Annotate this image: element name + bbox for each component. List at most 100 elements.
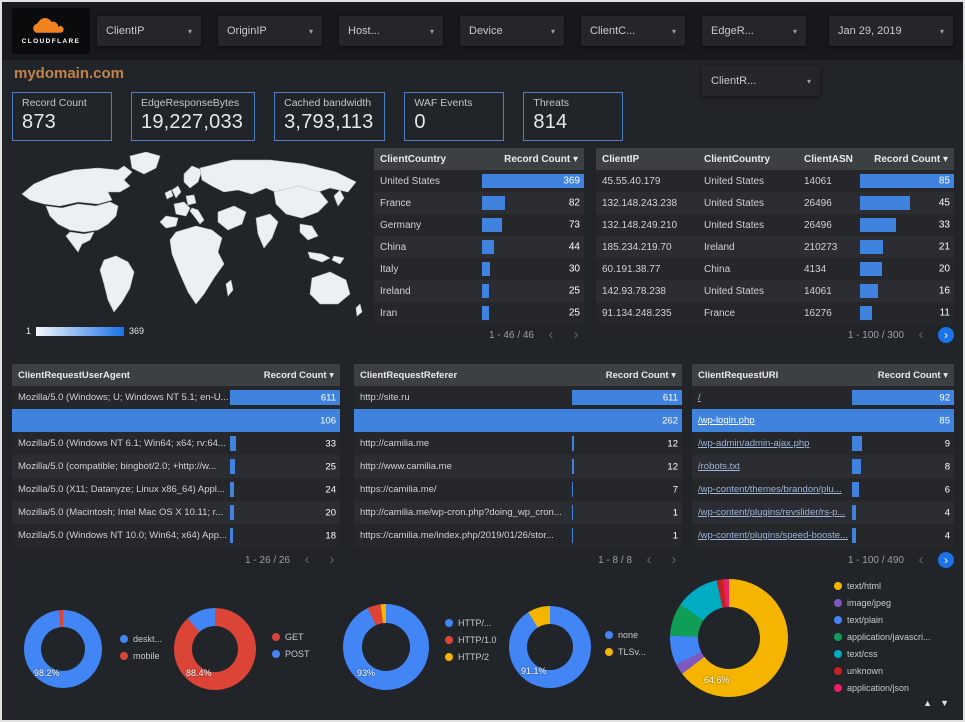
table-row[interactable]: Mozilla/5.0 (Windows NT 6.1; Win64; x64;… (12, 432, 340, 455)
filter-edger[interactable]: EdgeR... ▾ (702, 16, 806, 46)
pagination-prev-icon[interactable]: ‹ (304, 551, 310, 568)
donut-ring[interactable] (24, 610, 102, 688)
legend-item[interactable]: deskt... (120, 634, 162, 644)
table-row[interactable]: Ireland 25 (374, 280, 584, 302)
pagination-prev-icon[interactable]: ‹ (646, 551, 652, 568)
pagination-next-icon[interactable]: › (329, 551, 335, 568)
value-bar (852, 528, 857, 543)
table-cell: 262 (572, 409, 682, 432)
legend-dot-icon (445, 653, 453, 661)
column-header[interactable]: ClientASN (804, 153, 853, 165)
pagination-prev-icon[interactable]: ‹ (918, 551, 924, 568)
down-arrow-icon[interactable]: ▼ (940, 698, 949, 708)
filter-clientrequest[interactable]: ClientR... ▾ (702, 66, 820, 96)
table-row[interactable]: 91.134.248.235 France 16276 11 (596, 302, 954, 324)
legend-item[interactable]: application/javascri... (834, 632, 931, 642)
world-map[interactable] (12, 148, 364, 348)
filter-host[interactable]: Host... ▾ (339, 16, 443, 46)
donut-ring[interactable] (509, 606, 591, 688)
filter-originip[interactable]: OriginIP ▾ (218, 16, 322, 46)
table-row[interactable]: /wp-content/themes/brandon/plu... 6 (692, 478, 954, 501)
donut-ring[interactable] (670, 579, 788, 697)
table-row[interactable]: Italy 30 (374, 258, 584, 280)
column-header[interactable]: ClientCountry (380, 153, 447, 165)
table-row[interactable]: /wp-content/plugins/revslider/rs-p... 4 (692, 501, 954, 524)
column-header[interactable]: ClientRequestReferer (360, 369, 458, 381)
table-row[interactable]: France 82 (374, 192, 584, 214)
table-row[interactable]: Mozilla/5.0 (Windows NT 10.0; Win64; x64… (12, 524, 340, 547)
up-arrow-icon[interactable]: ▲ (923, 698, 933, 708)
legend-item[interactable]: text/html (834, 581, 931, 591)
legend-item[interactable]: POST (272, 649, 310, 659)
table-row[interactable]: /robots.txt 8 (692, 455, 954, 478)
pagination-prev-icon[interactable]: ‹ (918, 326, 924, 343)
table-row[interactable]: /wp-admin/admin-ajax.php 9 (692, 432, 954, 455)
column-header[interactable]: ClientCountry (704, 153, 771, 165)
legend-item[interactable]: GET (272, 632, 310, 642)
legend-item[interactable]: HTTP/2 (445, 652, 497, 662)
table-row[interactable]: http://camilia.me 12 (354, 432, 682, 455)
table-row[interactable]: Mozilla/5.0 (X11; Datanyze; Linux x86_64… (12, 478, 340, 501)
pagination-next-icon[interactable]: › (573, 326, 579, 343)
donut-ring[interactable] (174, 608, 256, 690)
legend-item[interactable]: text/css (834, 649, 931, 659)
table-row[interactable]: / 92 (692, 386, 954, 409)
pagination-next-icon[interactable]: › (671, 551, 677, 568)
table-row[interactable]: Germany 73 (374, 214, 584, 236)
table-row[interactable]: 60.191.38.77 China 4134 20 (596, 258, 954, 280)
legend-label: HTTP/1.0 (458, 635, 497, 645)
column-header[interactable]: ClientRequestURI (698, 369, 779, 381)
uri-table-pagination: 1 - 100 / 490 ‹ › (692, 551, 954, 569)
table-cell: https://camilia.me/index.php/2019/01/26/… (360, 530, 554, 541)
table-row[interactable]: http://site.ru 611 (354, 386, 682, 409)
legend-dot-icon (834, 667, 842, 675)
legend-item[interactable]: TLSv... (605, 647, 646, 657)
table-row[interactable]: 45.55.40.179 United States 14061 85 (596, 170, 954, 192)
legend-item[interactable]: mobile (120, 651, 162, 661)
table-row[interactable]: 142.93.78.238 United States 14061 16 (596, 280, 954, 302)
donut-ring[interactable] (343, 604, 429, 690)
table-row[interactable]: United States 369 (374, 170, 584, 192)
table-row[interactable]: Mozilla/5.0 (Macintosh; Intel Mac OS X 1… (12, 501, 340, 524)
legend-item[interactable]: unknown (834, 666, 931, 676)
column-header[interactable]: Record Count ▾ (874, 153, 948, 165)
legend-item[interactable]: none (605, 630, 646, 640)
table-row[interactable]: China 44 (374, 236, 584, 258)
table-row[interactable]: 262 (354, 409, 682, 432)
legend-item[interactable]: image/jpeg (834, 598, 931, 608)
filter-clientip[interactable]: ClientIP ▾ (97, 16, 201, 46)
pagination-prev-icon[interactable]: ‹ (548, 326, 554, 343)
legend-item[interactable]: HTTP/... (445, 618, 497, 628)
table-row[interactable]: https://camilia.me/7 (354, 478, 682, 501)
column-header[interactable]: ClientRequestUserAgent (18, 369, 130, 381)
value-label: 611 (662, 392, 678, 403)
table-row[interactable]: 185.234.219.70 Ireland 210273 21 (596, 236, 954, 258)
column-header[interactable]: Record Count ▾ (605, 369, 676, 381)
table-row[interactable]: Mozilla/5.0 (Windows; U; Windows NT 5.1;… (12, 386, 340, 409)
table-row[interactable]: /wp-login.php 85 (692, 409, 954, 432)
column-header[interactable]: Record Count ▾ (263, 369, 334, 381)
column-header[interactable]: Record Count ▾ (877, 369, 948, 381)
table-row[interactable]: 106 (12, 409, 340, 432)
pagination-next-icon[interactable]: › (938, 552, 954, 568)
table-row[interactable]: 132.148.249.210 United States 26496 33 (596, 214, 954, 236)
table-row[interactable]: 132.148.243.238 United States 26496 45 (596, 192, 954, 214)
legend-item[interactable]: text/plain (834, 615, 931, 625)
table-row[interactable]: Iran 25 (374, 302, 584, 324)
column-header[interactable]: ClientIP (602, 153, 640, 165)
table-row[interactable]: https://camilia.me/index.php/2019/01/26/… (354, 524, 682, 547)
table-row[interactable]: Mozilla/5.0 (compatible; bingbot/2.0; +h… (12, 455, 340, 478)
value-label: 16 (938, 285, 950, 297)
filter-clientc[interactable]: ClientC... ▾ (581, 16, 685, 46)
map-legend-min: 1 (26, 326, 32, 336)
column-header[interactable]: Record Count ▾ (504, 153, 578, 165)
date-range-filter[interactable]: Jan 29, 2019 ▾ (829, 16, 953, 46)
table-row[interactable]: http://www.camilia.me 12 (354, 455, 682, 478)
filter-device[interactable]: Device ▾ (460, 16, 564, 46)
table-row[interactable]: http://camilia.me/wp-cron.php?doing_wp_c… (354, 501, 682, 524)
legend-item[interactable]: application/json (834, 683, 931, 693)
pagination-next-icon[interactable]: › (938, 327, 954, 343)
table-row[interactable]: /wp-content/plugins/speed-booste... 4 (692, 524, 954, 547)
value-label: 20 (938, 263, 950, 275)
legend-item[interactable]: HTTP/1.0 (445, 635, 497, 645)
